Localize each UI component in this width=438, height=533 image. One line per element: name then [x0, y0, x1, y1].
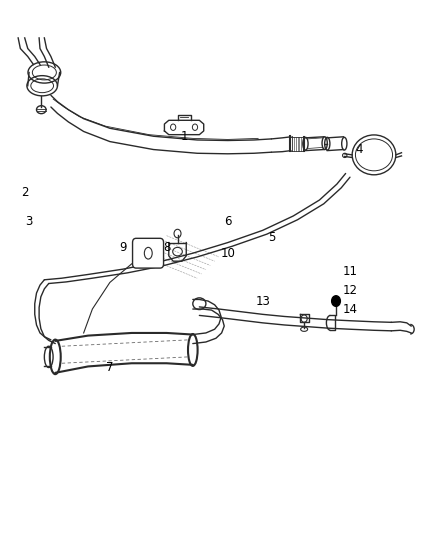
Text: 12: 12	[343, 284, 357, 297]
Text: 2: 2	[21, 185, 28, 199]
Text: 3: 3	[25, 215, 33, 228]
Text: 4: 4	[355, 143, 363, 156]
Text: 14: 14	[343, 303, 357, 316]
Text: 5: 5	[268, 231, 275, 244]
Text: 10: 10	[220, 247, 235, 260]
Text: 6: 6	[224, 215, 231, 228]
Text: 13: 13	[255, 295, 270, 308]
Text: 8: 8	[163, 241, 170, 254]
Circle shape	[332, 296, 340, 306]
Text: 11: 11	[343, 265, 357, 278]
Text: 9: 9	[119, 241, 127, 254]
FancyBboxPatch shape	[133, 238, 163, 268]
Text: 7: 7	[106, 361, 113, 374]
Text: 1: 1	[180, 130, 188, 143]
